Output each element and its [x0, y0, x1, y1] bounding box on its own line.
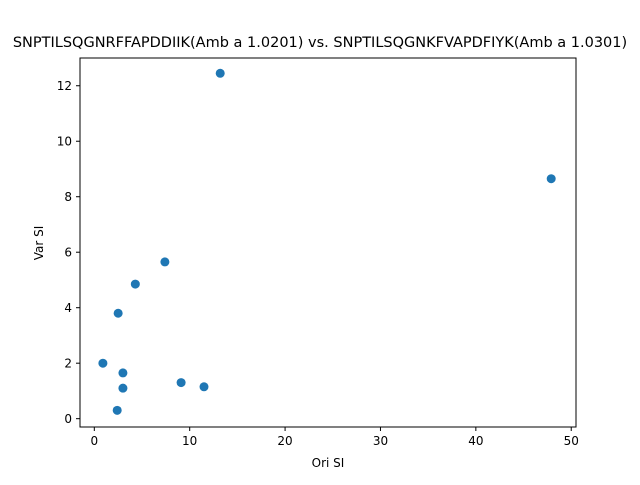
y-tick-label: 2 — [64, 357, 72, 371]
data-point — [199, 382, 209, 392]
data-point — [215, 68, 225, 78]
data-point — [176, 378, 186, 388]
y-tick-label: 6 — [64, 246, 72, 260]
x-tick-label: 30 — [373, 434, 388, 448]
x-axis-ticks: 0 10 20 30 40 50 — [90, 427, 579, 448]
x-tick-label: 0 — [90, 434, 98, 448]
x-tick-label: 20 — [277, 434, 292, 448]
plot-frame — [79, 57, 577, 428]
data-point — [113, 308, 123, 318]
y-tick-label: 4 — [64, 301, 72, 315]
data-point — [112, 405, 122, 415]
data-point — [118, 383, 128, 393]
x-tick-label: 50 — [564, 434, 579, 448]
x-axis-label: Ori SI — [312, 456, 345, 470]
data-point — [98, 358, 108, 368]
data-points — [98, 68, 556, 415]
data-point — [130, 279, 140, 289]
data-point — [118, 368, 128, 378]
y-axis-ticks: 0 2 4 6 8 10 12 — [57, 79, 80, 426]
y-tick-label: 8 — [64, 190, 72, 204]
y-tick-label: 0 — [64, 412, 72, 426]
y-axis-label: Var SI — [32, 226, 46, 261]
y-tick-label: 10 — [57, 135, 72, 149]
x-tick-label: 40 — [468, 434, 483, 448]
data-point — [160, 257, 170, 267]
chart-title: SNPTILSQGNRFFAPDDIIK(Amb a 1.0201) vs. S… — [13, 35, 627, 51]
x-tick-label: 10 — [182, 434, 197, 448]
y-tick-label: 12 — [57, 79, 72, 93]
data-point — [546, 174, 556, 184]
